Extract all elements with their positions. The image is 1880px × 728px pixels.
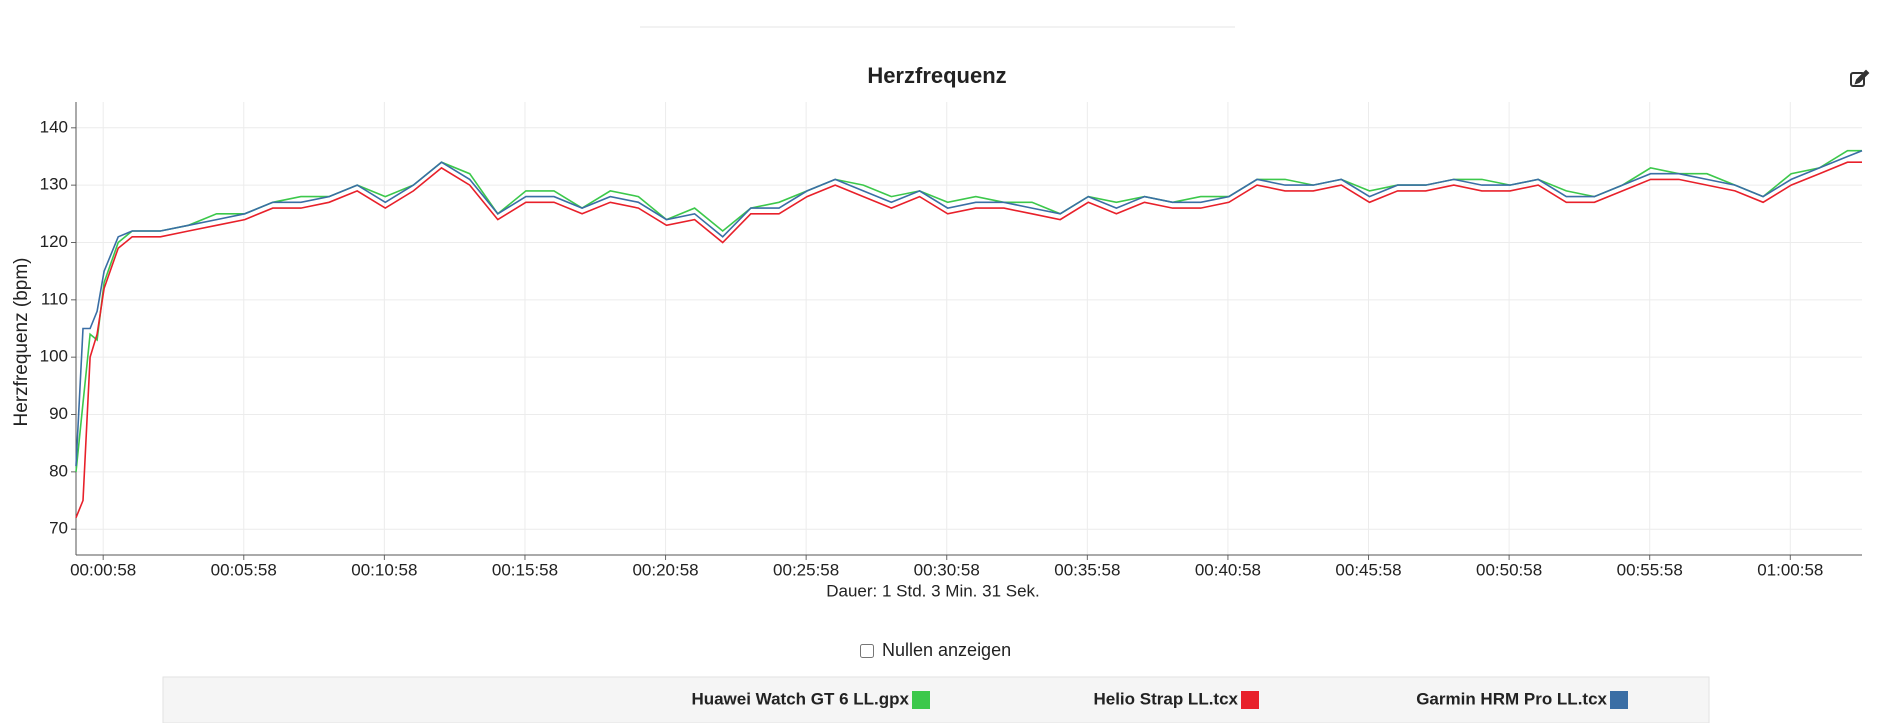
- x-tick-label: 00:20:58: [632, 560, 698, 579]
- y-tick-label: 130: [40, 175, 68, 194]
- x-tick-label: 00:55:58: [1617, 560, 1683, 579]
- y-tick-label: 100: [40, 347, 68, 366]
- x-tick-label: 00:00:58: [70, 560, 136, 579]
- series-line: [75, 149, 1863, 467]
- legend-swatch: [1241, 691, 1259, 709]
- show-zeros-label: Nullen anzeigen: [882, 640, 1012, 660]
- y-axis-title: Herzfrequenz (bpm): [11, 258, 32, 427]
- legend-swatch: [912, 691, 930, 709]
- y-tick-label: 90: [49, 404, 68, 423]
- legend-label: Garmin HRM Pro LL.tcx: [1416, 689, 1607, 708]
- series-line: [75, 161, 1862, 519]
- x-tick-label: 00:10:58: [351, 560, 417, 579]
- x-tick-label: 01:00:58: [1757, 560, 1823, 579]
- y-tick-label: 80: [49, 461, 68, 480]
- x-tick-label: 00:30:58: [914, 560, 980, 579]
- legend-label: Huawei Watch GT 6 LL.gpx: [691, 689, 909, 708]
- series-line: [75, 149, 1862, 472]
- chart-title: Herzfrequenz: [867, 63, 1006, 88]
- x-tick-label: 00:50:58: [1476, 560, 1542, 579]
- x-tick-label: 00:35:58: [1054, 560, 1120, 579]
- y-tick-label: 70: [49, 519, 68, 538]
- x-tick-label: 00:40:58: [1195, 560, 1261, 579]
- x-tick-label: 00:45:58: [1335, 560, 1401, 579]
- y-tick-label: 110: [41, 289, 68, 308]
- x-tick-label: 00:15:58: [492, 560, 558, 579]
- show-zeros-control[interactable]: Nullen anzeigen: [860, 640, 1011, 661]
- y-tick-label: 120: [40, 232, 68, 251]
- y-tick-label: 140: [40, 117, 68, 136]
- show-zeros-checkbox[interactable]: [860, 643, 874, 658]
- x-tick-label: 00:25:58: [773, 560, 839, 579]
- x-tick-label: 00:05:58: [211, 560, 277, 579]
- legend-bar: [162, 676, 1710, 724]
- legend-label: Helio Strap LL.tcx: [1093, 689, 1238, 708]
- x-axis-title: Dauer: 1 Std. 3 Min. 31 Sek.: [826, 581, 1040, 600]
- legend-swatch: [1610, 691, 1628, 709]
- edit-icon[interactable]: [1850, 69, 1870, 87]
